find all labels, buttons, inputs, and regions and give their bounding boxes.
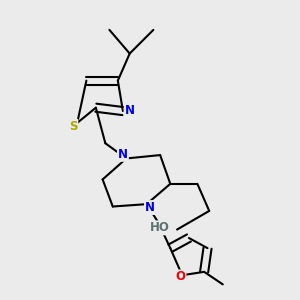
Text: N: N [125,104,135,117]
Text: O: O [176,270,185,284]
Text: N: N [118,148,128,161]
Text: N: N [145,201,155,214]
Text: S: S [69,120,77,133]
Text: HO: HO [150,221,170,234]
